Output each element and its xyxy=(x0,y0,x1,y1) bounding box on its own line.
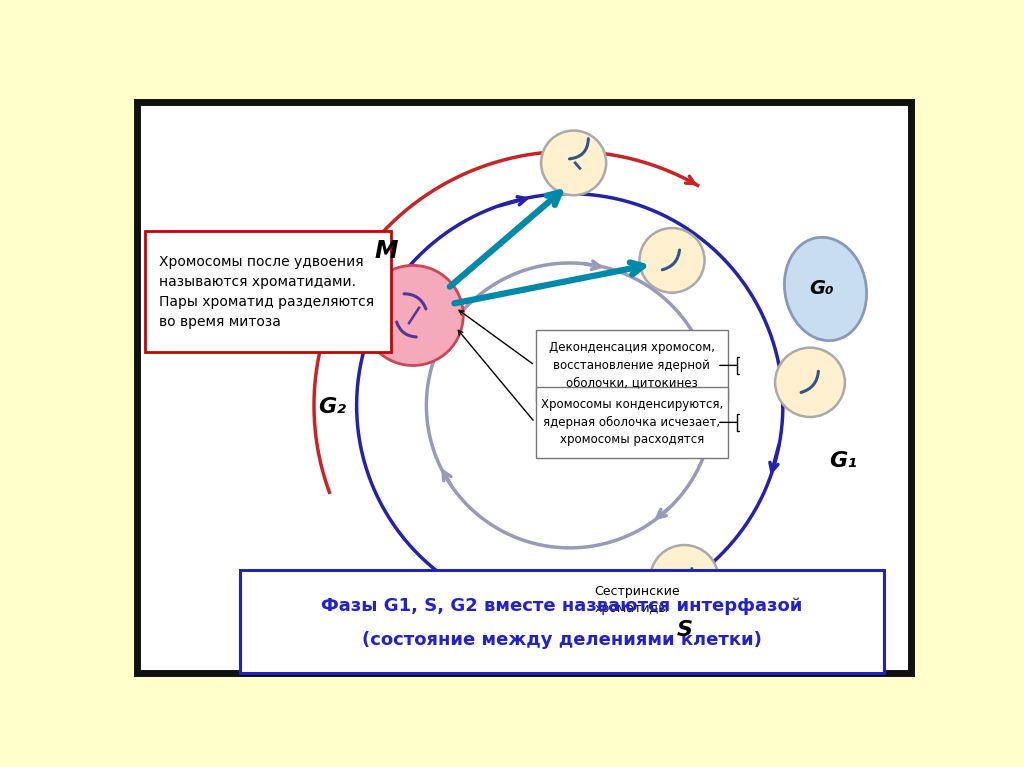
FancyBboxPatch shape xyxy=(536,387,728,458)
Text: M: M xyxy=(374,239,397,262)
Text: (состояние между делениями клетки): (состояние между делениями клетки) xyxy=(362,630,762,649)
FancyBboxPatch shape xyxy=(536,330,728,401)
Text: Хромосомы конденсируются,
ядерная оболочка исчезает,
хромосомы расходятся: Хромосомы конденсируются, ядерная оболоч… xyxy=(541,398,723,446)
Text: Фазы G1, S, G2 вместе назваются интерфазой: Фазы G1, S, G2 вместе назваются интерфаз… xyxy=(322,597,803,614)
Circle shape xyxy=(650,545,719,613)
FancyBboxPatch shape xyxy=(240,570,885,673)
FancyBboxPatch shape xyxy=(137,102,910,673)
Text: Хромосомы после удвоения
называются хроматидами.
Пары хроматид разделяются
во вр: Хромосомы после удвоения называются хром… xyxy=(159,255,374,329)
Circle shape xyxy=(362,265,463,366)
FancyBboxPatch shape xyxy=(145,232,391,352)
Circle shape xyxy=(639,228,705,293)
Ellipse shape xyxy=(784,237,866,341)
Text: G₀: G₀ xyxy=(809,279,834,298)
Text: Деконденсация хромосом,
восстановление ядерной
оболочки, цитокинез: Деконденсация хромосом, восстановление я… xyxy=(549,341,715,390)
Text: G₂: G₂ xyxy=(317,397,346,417)
Circle shape xyxy=(775,347,845,417)
Circle shape xyxy=(509,572,584,647)
Text: G₁: G₁ xyxy=(829,451,857,471)
Text: Сестринские
хроматиды: Сестринские хроматиды xyxy=(595,585,680,615)
Text: S: S xyxy=(676,621,692,640)
Circle shape xyxy=(541,130,606,196)
